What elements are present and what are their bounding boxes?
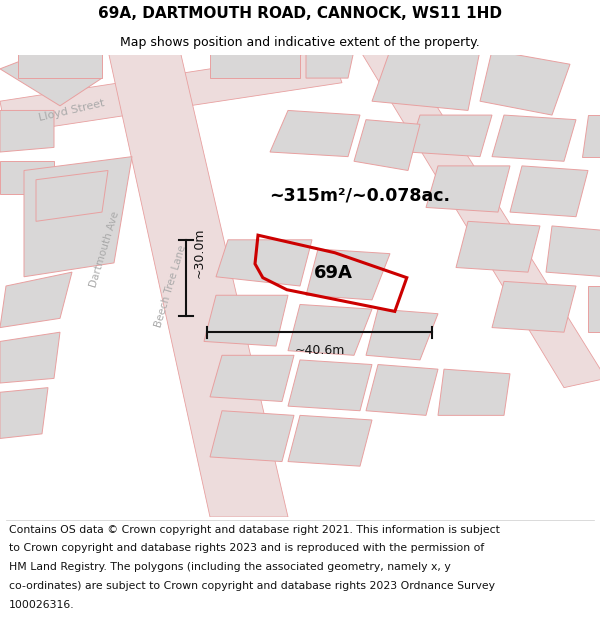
Polygon shape xyxy=(18,51,102,78)
Polygon shape xyxy=(0,51,102,106)
Text: co-ordinates) are subject to Crown copyright and database rights 2023 Ordnance S: co-ordinates) are subject to Crown copyr… xyxy=(9,581,495,591)
Text: 69A: 69A xyxy=(314,264,352,282)
Polygon shape xyxy=(216,240,312,286)
Polygon shape xyxy=(438,369,510,416)
Text: Lloyd Street: Lloyd Street xyxy=(38,98,106,123)
Polygon shape xyxy=(270,111,360,157)
Polygon shape xyxy=(0,161,54,194)
Polygon shape xyxy=(408,115,492,157)
Polygon shape xyxy=(354,119,420,171)
Text: Contains OS data © Crown copyright and database right 2021. This information is : Contains OS data © Crown copyright and d… xyxy=(9,524,500,534)
Text: 69A, DARTMOUTH ROAD, CANNOCK, WS11 1HD: 69A, DARTMOUTH ROAD, CANNOCK, WS11 1HD xyxy=(98,6,502,21)
Polygon shape xyxy=(36,171,108,221)
Polygon shape xyxy=(306,249,390,300)
Polygon shape xyxy=(492,115,576,161)
Text: HM Land Registry. The polygons (including the associated geometry, namely x, y: HM Land Registry. The polygons (includin… xyxy=(9,562,451,572)
Polygon shape xyxy=(0,272,72,328)
Polygon shape xyxy=(372,51,480,111)
Polygon shape xyxy=(210,355,294,401)
Polygon shape xyxy=(582,115,600,157)
Text: ~40.6m: ~40.6m xyxy=(295,344,344,357)
Polygon shape xyxy=(108,51,288,517)
Polygon shape xyxy=(204,295,288,346)
Polygon shape xyxy=(306,51,354,78)
Polygon shape xyxy=(510,166,588,217)
Polygon shape xyxy=(366,364,438,416)
Polygon shape xyxy=(288,360,372,411)
Polygon shape xyxy=(210,411,294,461)
Text: ~30.0m: ~30.0m xyxy=(193,228,206,278)
Polygon shape xyxy=(480,51,570,115)
Text: Map shows position and indicative extent of the property.: Map shows position and indicative extent… xyxy=(120,36,480,49)
Polygon shape xyxy=(366,309,438,360)
Text: Dartmouth Ave: Dartmouth Ave xyxy=(89,210,121,288)
Polygon shape xyxy=(0,111,54,152)
Polygon shape xyxy=(360,51,600,388)
Polygon shape xyxy=(24,157,132,277)
Polygon shape xyxy=(588,286,600,332)
Polygon shape xyxy=(288,304,372,355)
Polygon shape xyxy=(0,332,60,383)
Polygon shape xyxy=(0,388,48,439)
Polygon shape xyxy=(546,226,600,277)
Text: 100026316.: 100026316. xyxy=(9,600,74,610)
Polygon shape xyxy=(210,51,300,78)
Polygon shape xyxy=(288,416,372,466)
Polygon shape xyxy=(426,166,510,212)
Polygon shape xyxy=(0,51,342,134)
Polygon shape xyxy=(456,221,540,272)
Text: ~315m²/~0.078ac.: ~315m²/~0.078ac. xyxy=(269,187,451,205)
Polygon shape xyxy=(492,281,576,332)
Text: Beech Tree Lane: Beech Tree Lane xyxy=(154,244,188,328)
Text: to Crown copyright and database rights 2023 and is reproduced with the permissio: to Crown copyright and database rights 2… xyxy=(9,544,484,554)
